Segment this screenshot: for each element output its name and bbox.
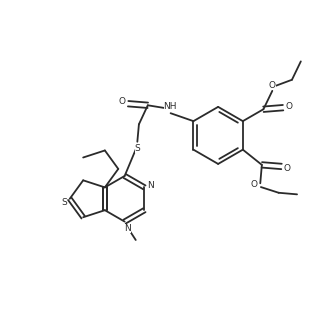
Text: NH: NH: [164, 102, 177, 111]
Text: S: S: [135, 144, 141, 153]
Text: O: O: [119, 97, 126, 106]
Text: O: O: [250, 180, 257, 189]
Text: N: N: [147, 181, 154, 190]
Text: N: N: [124, 224, 131, 233]
Text: O: O: [269, 81, 276, 90]
Text: O: O: [285, 102, 292, 111]
Text: O: O: [284, 164, 291, 173]
Text: S: S: [61, 198, 67, 207]
